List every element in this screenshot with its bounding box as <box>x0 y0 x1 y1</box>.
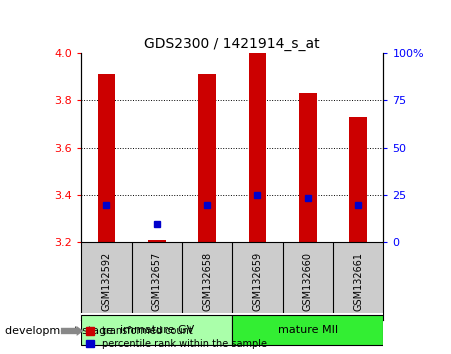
Text: GSM132661: GSM132661 <box>353 252 363 311</box>
Text: GSM132658: GSM132658 <box>202 252 212 311</box>
Bar <box>198 74 216 242</box>
Bar <box>148 240 166 242</box>
Bar <box>299 93 317 242</box>
Bar <box>81 315 232 345</box>
Text: development stage: development stage <box>5 326 113 336</box>
Text: GSM132660: GSM132660 <box>303 252 313 311</box>
Bar <box>249 53 266 242</box>
Text: GSM132592: GSM132592 <box>101 252 111 311</box>
Bar <box>232 315 383 345</box>
Text: immature GV: immature GV <box>120 325 194 335</box>
Legend: transformed count, percentile rank within the sample: transformed count, percentile rank withi… <box>86 326 267 349</box>
Bar <box>97 74 115 242</box>
Text: GSM132657: GSM132657 <box>152 252 162 311</box>
Text: GSM132659: GSM132659 <box>253 252 262 311</box>
Bar <box>350 117 367 242</box>
Title: GDS2300 / 1421914_s_at: GDS2300 / 1421914_s_at <box>144 37 320 51</box>
Text: mature MII: mature MII <box>278 325 338 335</box>
